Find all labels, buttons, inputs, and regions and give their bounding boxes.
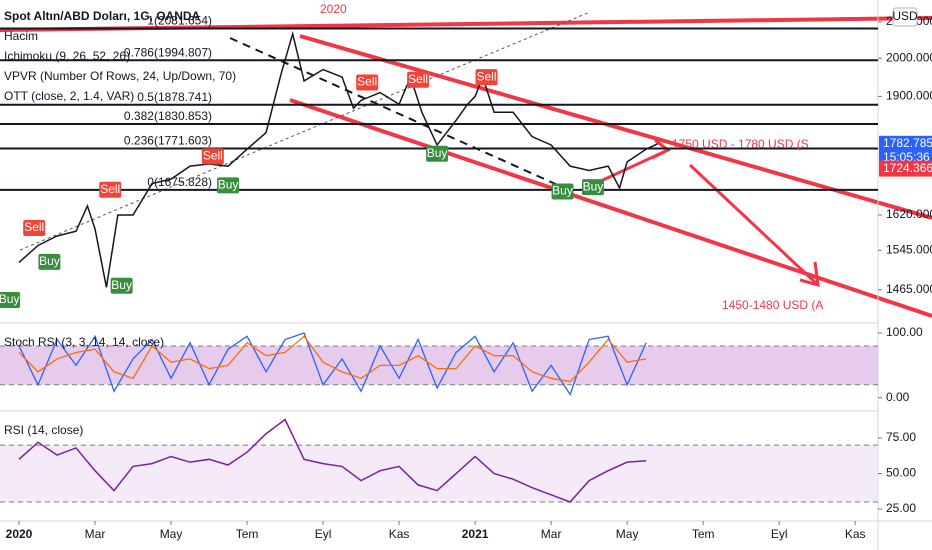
currency: USD (892, 9, 918, 23)
annotation: 2020 (320, 2, 347, 16)
fib-label: 0.236(1771.603) (124, 134, 212, 148)
price-label-box (879, 160, 932, 177)
y-tick-label: 1900.000 (886, 89, 932, 103)
signal-label: Buy (552, 184, 573, 198)
signal-label: Sell (24, 220, 44, 234)
signal-marker (581, 179, 604, 196)
signal-label: Sell (100, 182, 120, 196)
arrow-head (799, 261, 820, 288)
fib-label: 1(2081.654) (147, 14, 212, 28)
signal-marker (407, 71, 430, 88)
x-tick-label: Mar (541, 527, 562, 541)
panel-title: RSI (14, close) (4, 423, 83, 437)
signal-label: Sell (357, 75, 377, 89)
signal-marker (99, 181, 122, 198)
signal-marker (217, 177, 240, 194)
y-tick-label: 100.00 (886, 325, 923, 339)
fib-label: 0.786(1994.807) (124, 45, 212, 59)
panel-title: Spot Altın/ABD Doları, 1G, OANDA (4, 9, 201, 23)
y-tick-label: 75.00 (886, 430, 916, 444)
indicator-label: OTT (close, 2, 1.4, VAR) (4, 89, 134, 103)
x-tick-label: 2021 (462, 527, 489, 541)
signal-marker (201, 148, 224, 165)
signal-marker (426, 145, 449, 162)
y-tick-label: 1545.000 (886, 242, 932, 256)
price-label: 1724.366 (883, 161, 932, 175)
channel-bottom (289, 98, 932, 318)
signal-label: Buy (0, 292, 19, 306)
x-tick-label: Tem (236, 527, 259, 541)
signal-marker (356, 74, 379, 91)
x-tick-label: Kas (845, 527, 866, 541)
signal-marker (475, 69, 498, 86)
fib-label: 0.382(1830.853) (124, 109, 212, 123)
signal-marker (110, 277, 133, 294)
signal-label: Sell (408, 72, 428, 86)
signal-marker (23, 219, 46, 236)
channel-top (299, 34, 932, 220)
annotation: 1750 USD - 1780 USD (S (672, 137, 809, 151)
annotation: 1450-1480 USD (A (722, 298, 823, 312)
signal-label: Buy (583, 179, 604, 193)
countdown: 15:05:36 (883, 150, 930, 164)
x-tick-label: Eyl (315, 527, 332, 541)
x-tick-label: Tem (692, 527, 715, 541)
price-line (18, 30, 658, 288)
signal-label: Buy (218, 177, 239, 191)
signal-label: Buy (427, 146, 448, 160)
signal-label: Buy (39, 254, 60, 268)
y-tick-label: 2000.000 (886, 50, 932, 64)
price-label: 1782.785 (883, 136, 932, 150)
x-tick-label: May (160, 527, 183, 541)
arrow (688, 163, 820, 287)
oscillator-line (18, 335, 647, 383)
band-fill (0, 345, 878, 385)
currency-badge (892, 7, 918, 27)
signal-label: Buy (111, 278, 132, 292)
x-tick-label: Eyl (771, 527, 788, 541)
x-tick-label: Kas (389, 527, 410, 541)
y-tick-label: 50.00 (886, 466, 916, 480)
y-tick-label: 1465.000 (886, 282, 932, 296)
fib-label: 0(1675.828) (147, 175, 212, 189)
signal-marker (0, 292, 21, 309)
x-tick-label: 2020 (6, 527, 33, 541)
y-tick-label: 25.00 (886, 501, 916, 515)
signal-marker (551, 183, 574, 200)
dotted-trend (19, 11, 591, 251)
y-tick-label: 1620.000 (886, 207, 932, 221)
x-tick-label: Mar (85, 527, 106, 541)
fib-label: 0.5(1878.741) (137, 90, 212, 104)
indicator-label: Ichimoku (9, 26, 52, 26) (4, 49, 130, 63)
price-line (18, 418, 647, 503)
signal-marker (38, 253, 61, 270)
panel-title: Stoch RSI (3, 3, 14, 14, close) (4, 335, 164, 349)
signal-label: Sell (477, 69, 497, 83)
signal-label: Sell (203, 149, 223, 163)
indicator-label: VPVR (Number Of Rows, 24, Up/Down, 70) (4, 69, 236, 83)
y-tick-label: 0.00 (886, 390, 910, 404)
x-tick-label: May (616, 527, 639, 541)
band-fill (0, 445, 878, 502)
indicator-label: Hacim (4, 29, 38, 43)
arrow-head (651, 138, 671, 160)
